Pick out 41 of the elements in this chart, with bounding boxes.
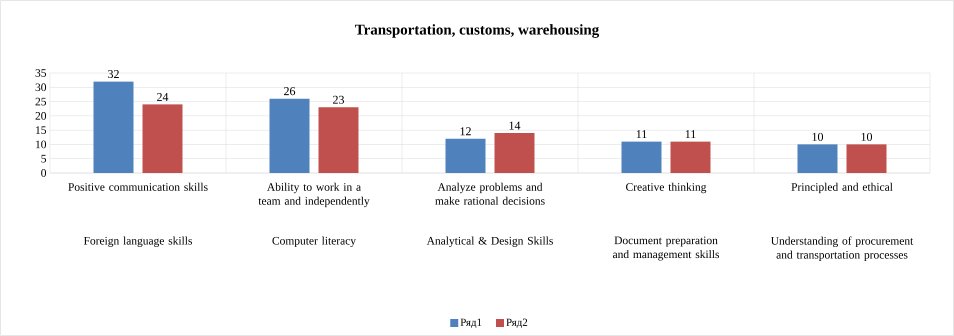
bar (142, 104, 182, 174)
text: Document preparation and management skills (612, 236, 720, 261)
data-label: 24 (157, 92, 168, 101)
x-tick-label: Positive communication skills (68, 182, 208, 191)
bar (94, 82, 134, 174)
bar (622, 142, 662, 174)
x-tick-label: Principled and ethical (791, 182, 893, 194)
y-tick-label: 25 (36, 98, 46, 106)
bar (798, 144, 838, 174)
x-tick-label: Creative thinking (626, 182, 706, 194)
data-label: 10 (812, 132, 824, 141)
bar (446, 138, 486, 174)
data-label: 26 (284, 87, 296, 96)
text: Foreign language skills (84, 236, 192, 247)
data-label: 14 (510, 122, 520, 130)
data-label: 23 (333, 96, 344, 104)
x-tick-label: Ability to work in a team and independently (258, 182, 370, 208)
data-label: 32 (108, 70, 119, 78)
bar (318, 107, 358, 174)
legend-label: Ряд2 (506, 318, 528, 328)
legend-label: Ряд1 (460, 318, 482, 328)
data-label: 12 (460, 127, 471, 136)
y-tick-label: 10 (36, 140, 46, 148)
bar (670, 142, 711, 174)
chart-title: Transportation, customs, warehousing (355, 24, 600, 38)
data-label: 10 (862, 132, 872, 141)
y-tick-label: 15 (36, 126, 46, 134)
bar (846, 144, 887, 174)
y-tick-label: 5 (41, 154, 46, 163)
bar (270, 98, 310, 174)
data-label: 11 (636, 130, 647, 138)
y-tick-label: 0 (41, 169, 46, 177)
text: Computer literacy (272, 236, 356, 247)
y-tick-label: 20 (36, 112, 46, 120)
data-label: 11 (686, 130, 696, 138)
y-tick-label: 35 (36, 69, 46, 77)
y-tick-label: 30 (36, 83, 46, 92)
bar (494, 133, 534, 174)
x-tick-label: Analyze problems and make rational decisions (435, 182, 545, 205)
text: Analytical & Design Skills (426, 236, 553, 247)
text: Understanding of procurement and transportation processes (770, 236, 914, 261)
